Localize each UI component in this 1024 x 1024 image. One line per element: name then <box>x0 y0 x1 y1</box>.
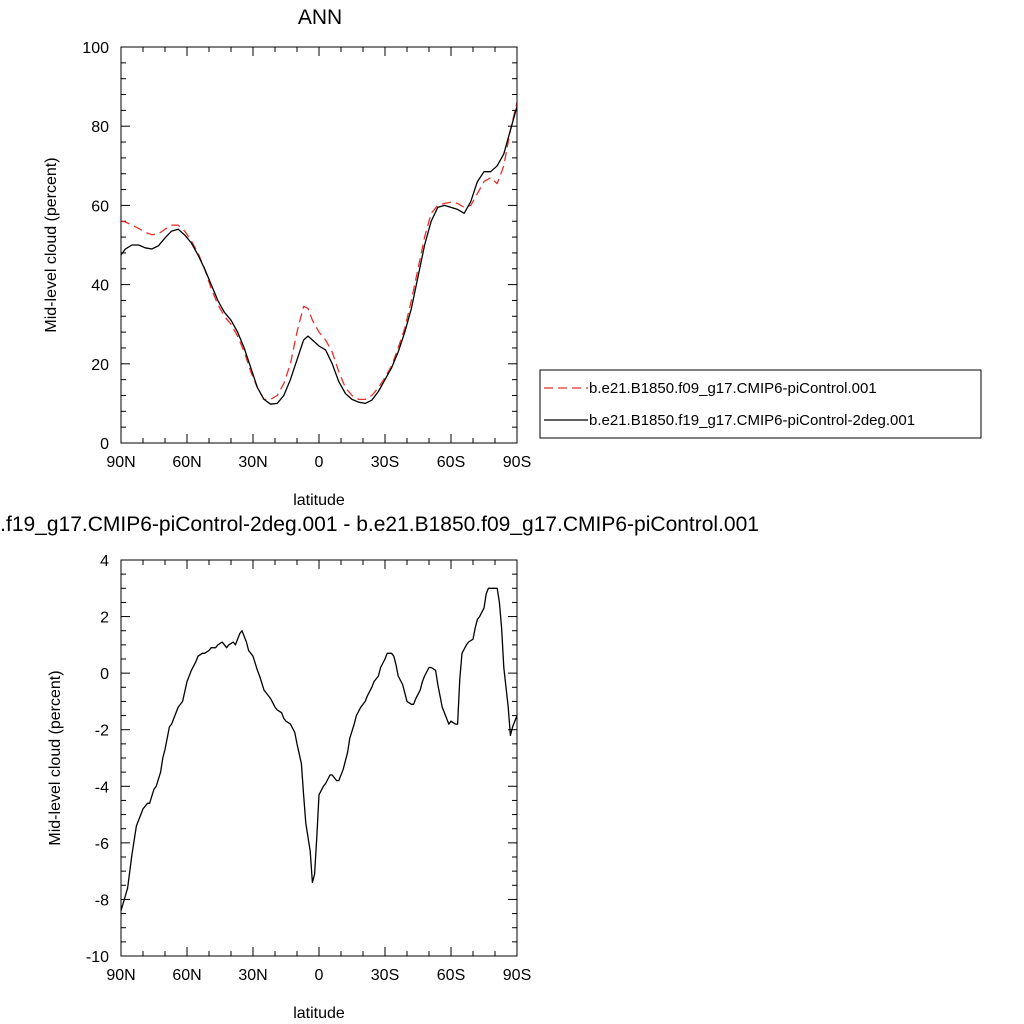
top-series-line-2 <box>120 106 518 405</box>
top-x-tick-label: 0 <box>315 454 324 471</box>
top-tick-labels: 90N 60N 30N 0 30S 60S 90S 0 20 40 60 80 100 <box>82 40 531 471</box>
bottom-y-tick-label: 2 <box>100 610 109 627</box>
bottom-y-tick-label: -4 <box>95 779 109 796</box>
top-chart-title: ANN <box>298 6 342 29</box>
legend-label-series-1: b.e21.B1850.f09_g17.CMIP6-piControl.001 <box>589 380 877 397</box>
bottom-y-tick-label: -6 <box>95 836 109 853</box>
bottom-x-tick-label: 60N <box>172 967 201 984</box>
bottom-y-axis-label: Mid-level cloud (percent) <box>47 670 64 845</box>
top-plot-frame <box>120 46 518 444</box>
bottom-y-tick-label: 4 <box>100 553 109 570</box>
top-x-axis-label: latitude <box>293 492 345 509</box>
bottom-x-tick-label: 30S <box>371 967 399 984</box>
bottom-y-tick-label: -2 <box>95 723 109 740</box>
bottom-x-tick-label: 30N <box>238 967 267 984</box>
bottom-chart-title: b.e21.B1850.f19_g17.CMIP6-piControl-2deg… <box>0 513 759 536</box>
top-y-tick-label: 40 <box>91 278 109 295</box>
bottom-y-tick-label: 0 <box>100 666 109 683</box>
bottom-series-group <box>120 587 518 911</box>
bottom-axis-ticks <box>120 559 518 957</box>
top-y-tick-label: 20 <box>91 357 109 374</box>
bottom-y-tick-label: -8 <box>95 892 109 909</box>
bottom-x-tick-label: 90S <box>503 967 531 984</box>
legend: b.e21.B1850.f09_g17.CMIP6-piControl.001 … <box>539 369 982 439</box>
top-y-tick-label: 0 <box>100 436 109 453</box>
top-y-tick-label: 60 <box>91 198 109 215</box>
top-panel: ANN 90N 60N 30N 0 30S 60S 90S 0 20 40 60 80 100 lati… <box>43 6 982 509</box>
top-x-tick-label: 60N <box>172 454 201 471</box>
top-y-axis-label: Mid-level cloud (percent) <box>43 157 60 332</box>
legend-label-series-2: b.e21.B1850.f19_g17.CMIP6-piControl-2deg… <box>589 412 915 429</box>
top-series-group <box>120 102 518 405</box>
bottom-x-tick-label: 0 <box>315 967 324 984</box>
legend-box <box>539 369 982 439</box>
top-x-tick-label: 90S <box>503 454 531 471</box>
bottom-y-tick-label: -10 <box>86 949 109 966</box>
bottom-x-tick-label: 60S <box>437 967 465 984</box>
bottom-x-tick-label: 90N <box>106 967 135 984</box>
top-y-tick-label: 80 <box>91 119 109 136</box>
top-x-tick-label: 60S <box>437 454 465 471</box>
bottom-panel: b.e21.B1850.f19_g17.CMIP6-piControl-2deg… <box>0 513 759 1022</box>
top-x-tick-label: 30S <box>371 454 399 471</box>
top-x-tick-label: 90N <box>106 454 135 471</box>
top-series-line-1 <box>120 102 518 401</box>
top-x-tick-label: 30N <box>238 454 267 471</box>
top-y-tick-label: 100 <box>82 40 109 57</box>
top-axis-ticks <box>120 46 518 444</box>
bottom-plot-frame <box>120 559 518 957</box>
bottom-x-axis-label: latitude <box>293 1005 345 1022</box>
bottom-tick-labels: 90N 60N 30N 0 30S 60S 90S -10 -8 -6 -4 -2 0 2 4 <box>86 553 531 984</box>
bottom-series-line-1 <box>120 587 518 911</box>
